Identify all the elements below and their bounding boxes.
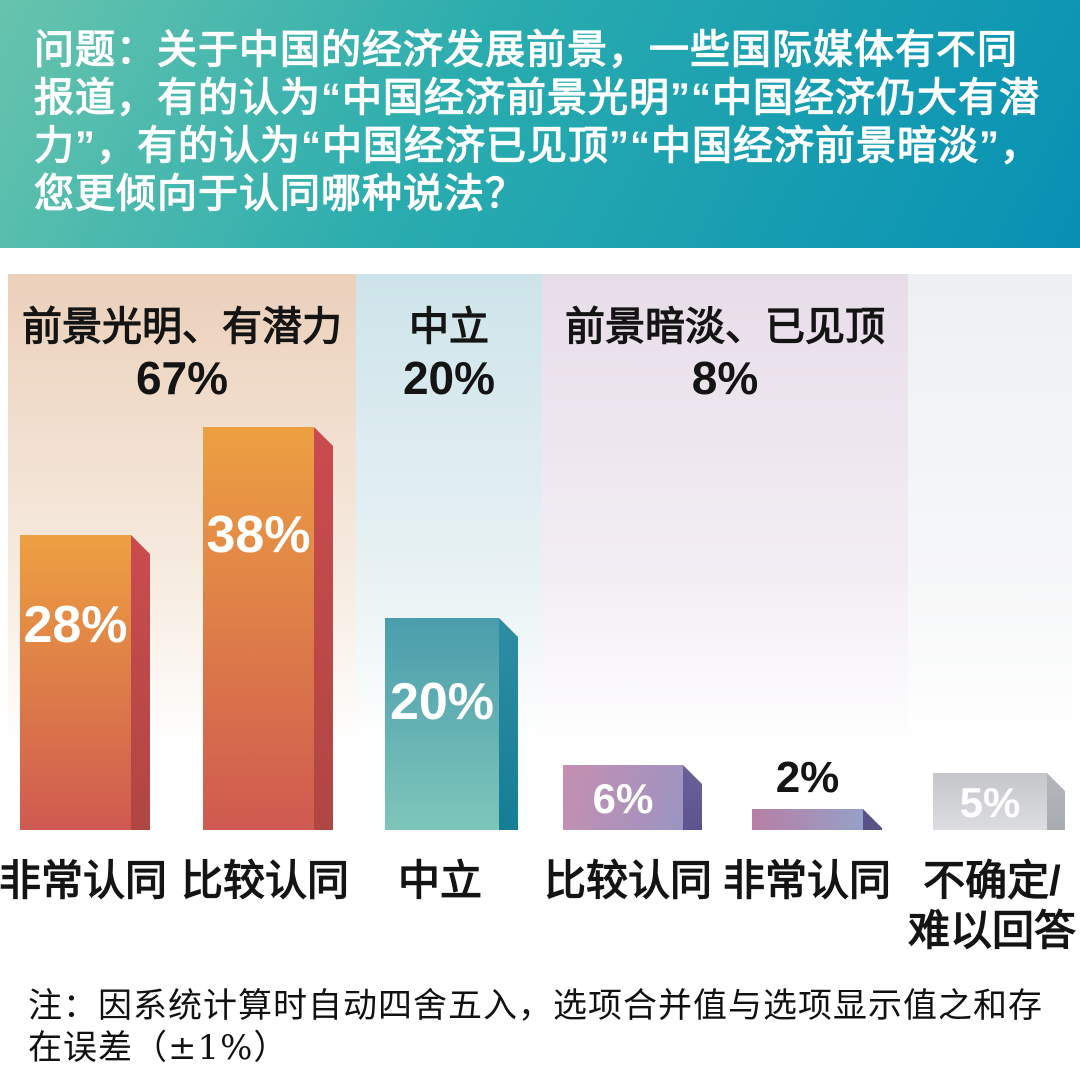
question-text: 问题：关于中国的经济发展前景，一些国际媒体有不同报道，有的认为“中国经济前景光明… bbox=[34, 28, 1041, 216]
bar-value-label: 28% bbox=[23, 596, 128, 654]
axis-label-neutral: 中立 bbox=[397, 857, 482, 904]
bar-face bbox=[203, 427, 314, 830]
bar-somewhat-agree-dim: 6% bbox=[563, 765, 702, 830]
bar-value-label: 38% bbox=[206, 506, 311, 564]
bar-somewhat-agree-bright: 38% bbox=[203, 427, 333, 830]
bar-face bbox=[563, 765, 683, 830]
group-label-neutral: 中立 bbox=[409, 305, 489, 349]
bar-value-label-above: 2% bbox=[775, 753, 840, 802]
bar-strongly-agree-bright: 28% bbox=[20, 535, 150, 830]
group-label-bright: 前景光明、有潜力 bbox=[22, 305, 342, 349]
panel-dim-prospects bbox=[542, 274, 908, 830]
group-pct-bright: 67% bbox=[135, 352, 229, 404]
group-pct-dim: 8% bbox=[691, 352, 759, 404]
axis-label-strongly-agree-bright: 非常认同 bbox=[0, 857, 167, 904]
axis-label-somewhat-agree-dim: 比较认同 bbox=[543, 857, 712, 904]
bar-3d-edge bbox=[1047, 773, 1065, 830]
bar-3d-edge bbox=[131, 535, 150, 830]
axis-label-unsure: 不确定/ 难以回答 bbox=[822, 856, 1080, 956]
bar-3d-edge bbox=[683, 765, 702, 830]
panel-unsure bbox=[908, 274, 1072, 830]
axis-label-strongly-agree-dim: 非常认同 bbox=[722, 857, 891, 904]
bar-face bbox=[385, 618, 499, 830]
bar-3d-edge bbox=[863, 809, 882, 830]
group-pct-neutral: 20% bbox=[402, 352, 496, 404]
bar-strongly-agree-dim bbox=[752, 809, 882, 830]
axis-label-unsure-line2: 难以回答 bbox=[907, 907, 1076, 954]
axis-label-somewhat-agree-bright: 比较认同 bbox=[180, 857, 349, 904]
bar-unsure: 5% bbox=[933, 773, 1065, 830]
question-header-banner: 问题：关于中国的经济发展前景，一些国际媒体有不同报道，有的认为“中国经济前景光明… bbox=[0, 0, 1080, 248]
bar-neutral: 20% bbox=[385, 618, 518, 830]
bar-face bbox=[20, 535, 131, 830]
axis-label-unsure-line1: 不确定/ bbox=[923, 857, 1061, 904]
footnote: 注：因系统计算时自动四舍五入，选项合并值与选项显示值之和存在误差（±1%） bbox=[28, 986, 1043, 1068]
bar-value-label: 20% bbox=[389, 673, 495, 731]
bar-face bbox=[933, 773, 1047, 830]
bar-value-label: 5% bbox=[959, 779, 1021, 826]
bar-value-label: 6% bbox=[592, 775, 654, 822]
bar-face bbox=[752, 809, 863, 830]
group-label-dim: 前景暗淡、已见顶 bbox=[565, 305, 885, 349]
bar-3d-edge bbox=[499, 618, 518, 830]
bar-3d-edge bbox=[314, 427, 333, 830]
